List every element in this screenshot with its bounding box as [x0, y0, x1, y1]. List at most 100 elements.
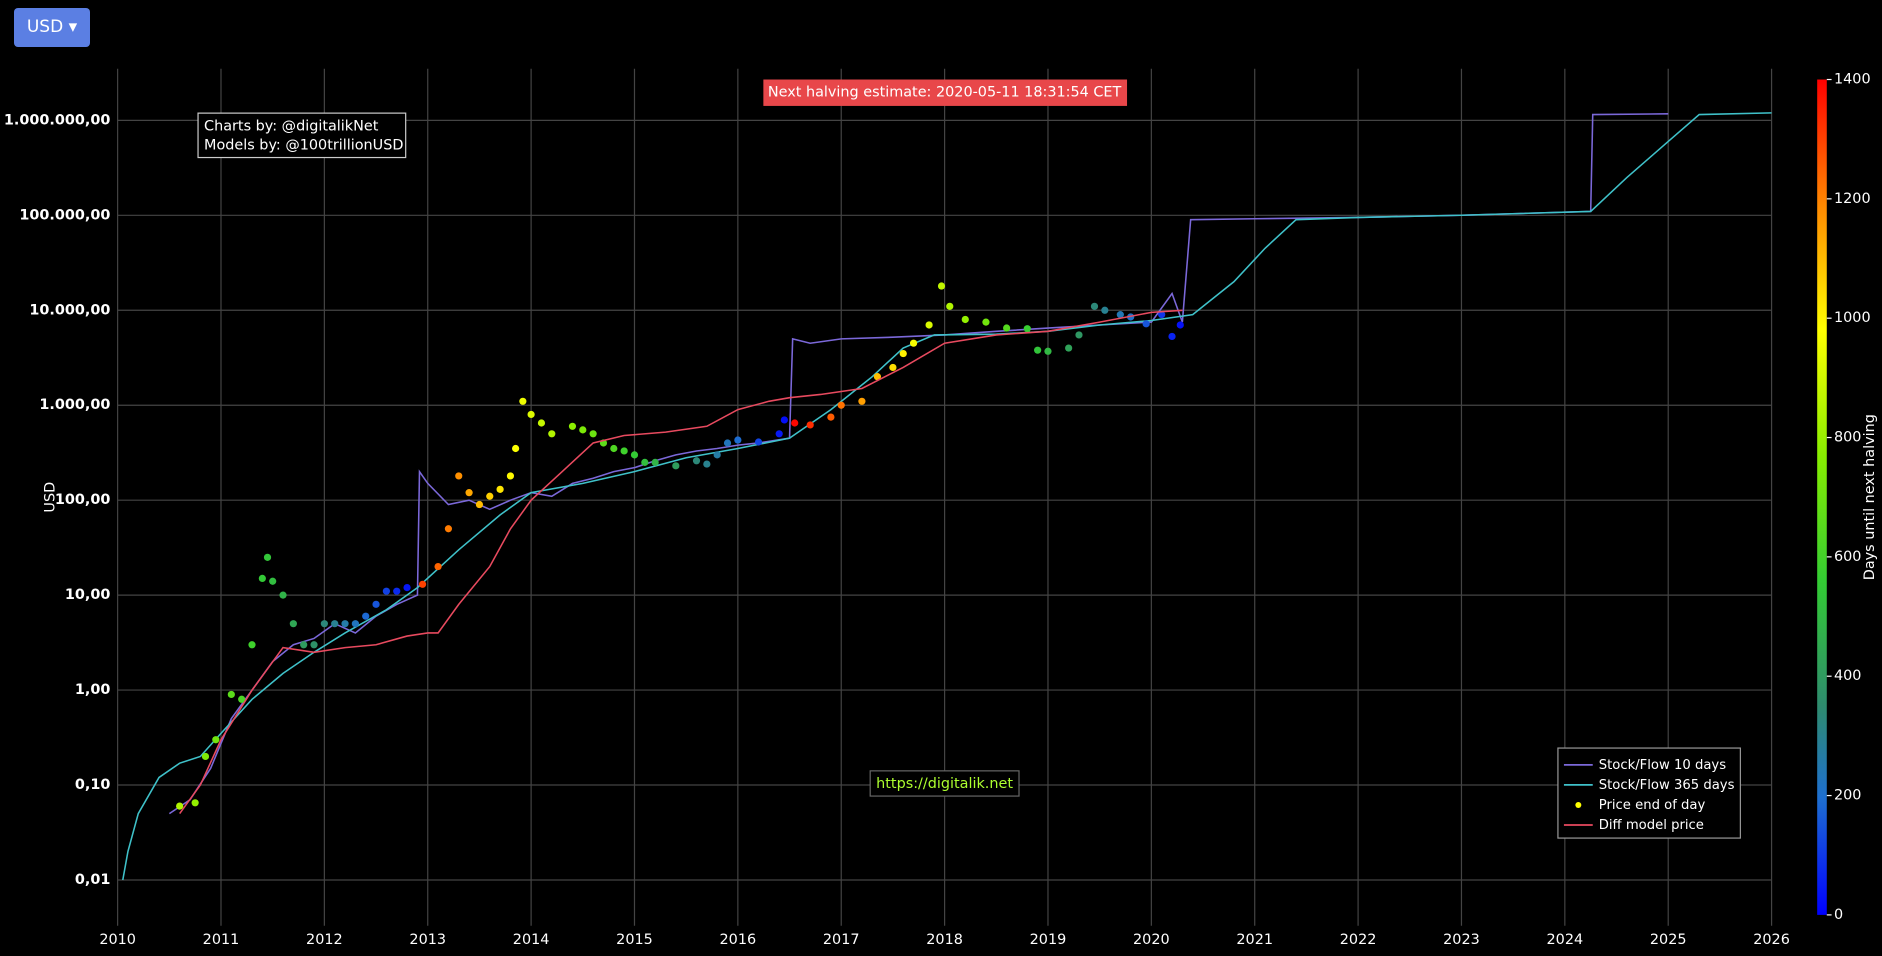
price-point — [899, 349, 907, 358]
price-point — [434, 562, 442, 571]
price-point — [982, 318, 990, 326]
price-point — [258, 574, 266, 583]
price-point — [1034, 346, 1042, 354]
x-tick-label: 2025 — [1650, 932, 1687, 948]
price-point — [909, 339, 918, 347]
colorbar — [1817, 79, 1827, 915]
y-tick-label: 100.000,00 — [19, 207, 110, 223]
price-point — [1090, 302, 1099, 310]
x-tick-label: 2013 — [409, 932, 446, 948]
credits-box — [197, 112, 407, 159]
price-point — [630, 451, 639, 459]
price-point — [486, 492, 494, 500]
colorbar-tick-label: 1000 — [1834, 310, 1871, 326]
price-point — [279, 591, 287, 599]
price-point — [791, 419, 799, 427]
colorbar-title: Days until next halving — [1862, 414, 1878, 580]
price-point — [351, 620, 359, 628]
credit: Models by: @100trillionUSD — [204, 138, 403, 154]
legend-label: Stock/Flow 365 days — [1599, 778, 1735, 793]
price-point — [537, 419, 546, 427]
y-tick-label: 1,00 — [75, 682, 111, 698]
price-point — [946, 302, 954, 310]
price-point — [519, 397, 527, 405]
price-point — [527, 410, 535, 419]
price-point — [341, 620, 349, 628]
price-point — [238, 695, 246, 703]
price-point — [858, 397, 866, 405]
price-point — [227, 690, 235, 699]
halving-note: Next halving estimate: 2020-05-11 18:31:… — [768, 85, 1122, 101]
colorbar-tick-label: 200 — [1834, 788, 1861, 804]
price-point — [1075, 331, 1083, 339]
x-tick-label: 2015 — [616, 932, 653, 948]
price-point — [925, 321, 933, 329]
y-axis-title: USD — [42, 482, 58, 513]
price-point — [548, 430, 556, 438]
price-point — [827, 413, 835, 421]
price-point — [506, 472, 515, 480]
halving-box — [763, 79, 1128, 106]
legend-label: Diff model price — [1599, 818, 1704, 833]
price-point — [1168, 332, 1176, 341]
price-point — [780, 416, 788, 424]
x-tick-label: 2017 — [823, 932, 860, 948]
price-point — [1176, 321, 1184, 329]
price-point — [1116, 311, 1124, 319]
series-line — [168, 113, 1669, 815]
price-point — [961, 315, 969, 324]
x-tick-label: 2026 — [1753, 932, 1790, 948]
price-point — [248, 641, 256, 649]
price-point — [641, 458, 649, 466]
currency-label: USD — [26, 17, 64, 37]
price-point — [331, 620, 339, 628]
x-tick-label: 2018 — [926, 932, 963, 948]
price-point — [212, 736, 220, 744]
price-point — [300, 641, 308, 649]
colorbar-tick-label: 800 — [1834, 430, 1861, 446]
price-point — [620, 447, 628, 455]
series-line — [179, 309, 1183, 815]
x-tick-label: 2021 — [1236, 932, 1273, 948]
price-point — [873, 373, 882, 381]
price-point — [651, 458, 659, 466]
price-point — [1142, 320, 1150, 328]
price-point — [269, 577, 277, 585]
y-tick-label: 10.000,00 — [29, 302, 110, 318]
y-tick-label: 0,01 — [75, 872, 111, 888]
price-point — [713, 451, 721, 459]
currency-button[interactable]: USD ▾ — [14, 8, 90, 47]
y-tick-label: 1.000.000,00 — [4, 112, 111, 128]
price-point — [589, 430, 597, 438]
price-point — [372, 600, 380, 608]
x-tick-label: 2022 — [1340, 932, 1377, 948]
price-point — [475, 500, 484, 509]
price-point — [734, 436, 742, 444]
x-tick-label: 2023 — [1443, 932, 1480, 948]
x-tick-label: 2020 — [1133, 932, 1170, 948]
x-tick-label: 2016 — [720, 932, 757, 948]
price-point — [610, 444, 618, 453]
x-tick-label: 2012 — [306, 932, 343, 948]
price-point — [191, 799, 199, 807]
price-point — [310, 641, 318, 649]
price-point — [382, 587, 390, 595]
y-tick-label: 100,00 — [55, 492, 111, 508]
price-point — [568, 422, 577, 430]
price-point — [1023, 325, 1031, 333]
y-tick-label: 0,10 — [75, 777, 111, 793]
y-tick-label: 1.000,00 — [39, 397, 110, 413]
series-line — [122, 112, 1772, 881]
price-point — [837, 401, 845, 409]
x-tick-label: 2024 — [1547, 932, 1584, 948]
price-point — [496, 485, 504, 493]
price-point — [806, 421, 814, 429]
colorbar-tick-label: 0 — [1834, 907, 1843, 923]
price-point — [455, 472, 463, 480]
price-point — [775, 430, 783, 438]
price-point — [403, 584, 411, 592]
price-point — [263, 553, 272, 561]
url: https://digitalik.net — [876, 776, 1013, 792]
